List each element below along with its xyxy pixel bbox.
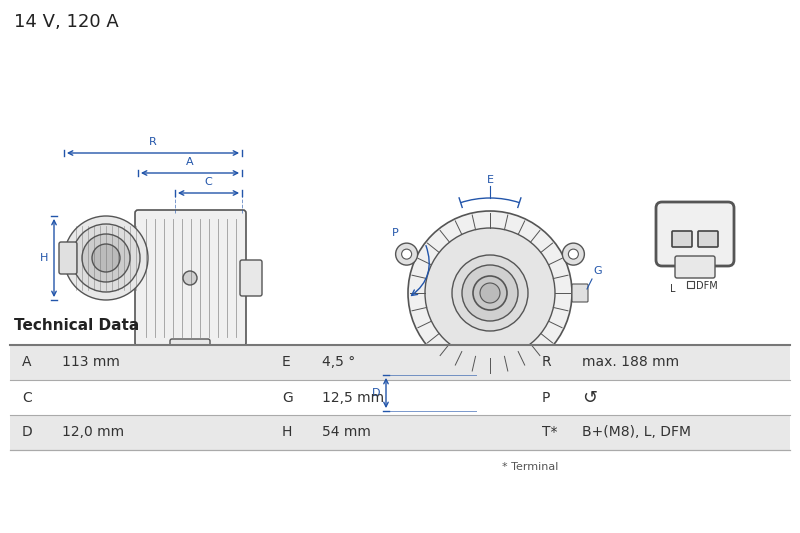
Text: E: E (282, 356, 290, 369)
Circle shape (82, 234, 130, 282)
Circle shape (562, 243, 584, 265)
Circle shape (408, 211, 572, 375)
FancyBboxPatch shape (170, 339, 210, 367)
FancyBboxPatch shape (240, 260, 262, 296)
Circle shape (396, 243, 418, 265)
Text: B+(M8), L, DFM: B+(M8), L, DFM (582, 425, 691, 440)
FancyBboxPatch shape (675, 256, 715, 278)
FancyBboxPatch shape (698, 231, 718, 247)
Text: T*: T* (542, 425, 558, 440)
Circle shape (462, 265, 518, 321)
Text: max. 188 mm: max. 188 mm (582, 356, 679, 369)
Bar (10, 380, 790, 415)
Text: 14 V, 120 A: 14 V, 120 A (14, 13, 118, 31)
Circle shape (183, 271, 197, 285)
Circle shape (64, 216, 148, 300)
FancyBboxPatch shape (135, 210, 246, 346)
Text: ↺: ↺ (582, 389, 597, 407)
Circle shape (92, 244, 120, 272)
Text: H: H (282, 425, 292, 440)
FancyBboxPatch shape (672, 231, 692, 247)
FancyBboxPatch shape (59, 242, 77, 274)
Text: R: R (149, 137, 157, 147)
Text: D: D (372, 388, 380, 398)
Text: P: P (392, 228, 398, 238)
Text: 4,5 °: 4,5 ° (322, 356, 355, 369)
Text: C: C (22, 391, 32, 405)
Bar (10, 345, 790, 380)
Text: 12,5 mm: 12,5 mm (322, 391, 384, 405)
Text: G: G (282, 391, 293, 405)
Text: * Terminal: * Terminal (502, 462, 558, 472)
Text: G: G (594, 266, 602, 276)
Circle shape (485, 380, 495, 390)
Text: A: A (186, 157, 194, 167)
Circle shape (72, 224, 140, 292)
Text: H: H (40, 253, 48, 263)
Circle shape (568, 249, 578, 259)
FancyBboxPatch shape (474, 371, 506, 415)
Text: D: D (22, 425, 33, 440)
Circle shape (479, 374, 501, 396)
Text: 54 mm: 54 mm (322, 425, 371, 440)
Circle shape (452, 255, 528, 331)
Text: R: R (542, 356, 552, 369)
FancyBboxPatch shape (572, 284, 588, 302)
Text: 113 mm: 113 mm (62, 356, 120, 369)
FancyBboxPatch shape (687, 281, 694, 288)
Text: 12,0 mm: 12,0 mm (62, 425, 124, 440)
Text: E: E (486, 175, 494, 185)
Circle shape (425, 228, 555, 358)
Circle shape (480, 283, 500, 303)
Bar (10, 415, 790, 450)
FancyBboxPatch shape (656, 202, 734, 266)
Text: L: L (670, 284, 676, 294)
Text: P: P (542, 391, 550, 405)
Circle shape (402, 249, 412, 259)
Text: Technical Data: Technical Data (14, 319, 139, 334)
Text: DFM: DFM (696, 281, 718, 291)
Text: C: C (205, 177, 212, 187)
Circle shape (473, 276, 507, 310)
Text: A: A (22, 356, 31, 369)
